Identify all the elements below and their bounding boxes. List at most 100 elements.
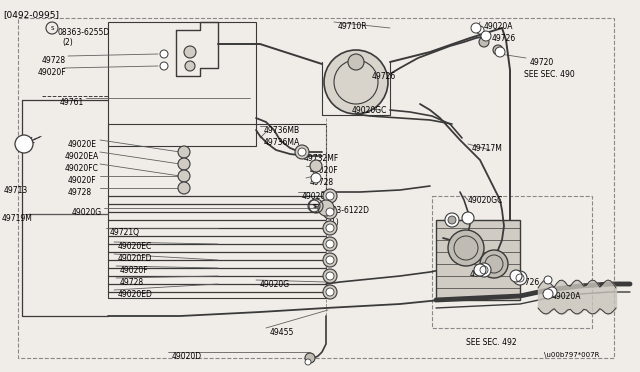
Circle shape (474, 264, 486, 276)
Circle shape (160, 62, 168, 70)
Text: 49020F: 49020F (68, 176, 97, 185)
Text: 49720: 49720 (530, 58, 554, 67)
Circle shape (298, 148, 306, 156)
Circle shape (480, 250, 508, 278)
Circle shape (323, 269, 337, 283)
Text: 49728: 49728 (120, 278, 144, 287)
Text: 49020EA: 49020EA (65, 152, 99, 161)
Text: SEE SEC. 490: SEE SEC. 490 (524, 70, 575, 79)
Circle shape (323, 189, 337, 203)
Circle shape (311, 173, 321, 183)
Text: \u00b797*007R: \u00b797*007R (544, 352, 600, 358)
Circle shape (479, 37, 489, 47)
Circle shape (323, 285, 337, 299)
Circle shape (184, 46, 196, 58)
Circle shape (178, 146, 190, 158)
Circle shape (448, 230, 484, 266)
Circle shape (495, 47, 505, 57)
Text: 49020A: 49020A (552, 292, 582, 301)
Circle shape (160, 50, 168, 58)
Text: 49020F: 49020F (310, 166, 339, 175)
Circle shape (493, 45, 503, 55)
Circle shape (445, 213, 459, 227)
Text: S: S (312, 203, 316, 208)
Circle shape (544, 276, 552, 284)
Text: 49721Q: 49721Q (110, 228, 140, 237)
Text: 49728: 49728 (310, 178, 334, 187)
Circle shape (471, 23, 481, 33)
Text: 08363-6255D: 08363-6255D (57, 28, 109, 37)
Circle shape (462, 212, 474, 224)
Circle shape (326, 208, 334, 216)
Text: [0492-0995]: [0492-0995] (3, 10, 59, 19)
Circle shape (543, 289, 553, 299)
Bar (436, 220, 520, 300)
Text: S: S (51, 26, 54, 31)
Circle shape (326, 256, 334, 264)
Text: 49020EC: 49020EC (118, 242, 152, 251)
Text: 49020FE: 49020FE (302, 192, 335, 201)
Text: 49020D: 49020D (172, 352, 202, 361)
Circle shape (178, 182, 190, 194)
Text: 49726: 49726 (516, 278, 540, 287)
Text: S: S (314, 203, 318, 208)
Circle shape (324, 50, 388, 114)
Text: 49020GC: 49020GC (352, 106, 387, 115)
Text: 49713: 49713 (4, 186, 28, 195)
Bar (108, 22, 256, 146)
Text: 49732MF: 49732MF (304, 154, 339, 163)
Circle shape (348, 54, 364, 70)
Circle shape (448, 216, 456, 224)
Text: 49726: 49726 (492, 34, 516, 43)
Circle shape (477, 263, 491, 277)
Circle shape (326, 192, 334, 200)
Bar (108, 124, 326, 298)
Text: 49020A: 49020A (484, 22, 513, 31)
Circle shape (305, 359, 311, 365)
Circle shape (326, 224, 334, 232)
Text: 49020ED: 49020ED (118, 290, 153, 299)
Text: 08363-6122D: 08363-6122D (318, 206, 370, 215)
Text: 49455: 49455 (270, 328, 294, 337)
Circle shape (326, 288, 334, 296)
Text: 49736MA: 49736MA (264, 138, 300, 147)
Circle shape (513, 271, 527, 285)
Circle shape (185, 61, 195, 71)
Text: 49710R: 49710R (338, 22, 367, 31)
Circle shape (323, 253, 337, 267)
Text: 49020F: 49020F (120, 266, 148, 275)
Circle shape (178, 170, 190, 182)
Circle shape (326, 240, 334, 248)
Text: 49020G: 49020G (72, 208, 102, 217)
Circle shape (178, 158, 190, 170)
Bar (432, 196, 592, 328)
Text: 49020F: 49020F (38, 68, 67, 77)
Text: 49020E: 49020E (68, 140, 97, 149)
Text: 49761: 49761 (60, 98, 84, 107)
Text: 49736MB: 49736MB (264, 126, 300, 135)
Circle shape (323, 221, 337, 235)
Text: 49020FD: 49020FD (118, 254, 152, 263)
Circle shape (476, 26, 484, 34)
Text: 49728: 49728 (42, 56, 66, 65)
Circle shape (481, 31, 491, 41)
Circle shape (15, 135, 33, 153)
Text: (2): (2) (62, 38, 73, 47)
Text: 49717M: 49717M (472, 144, 503, 153)
Circle shape (510, 270, 522, 282)
Text: 49020GC: 49020GC (468, 196, 504, 205)
Text: 49719M: 49719M (2, 214, 33, 223)
Text: (1): (1) (328, 218, 339, 227)
Circle shape (326, 272, 334, 280)
Circle shape (547, 287, 557, 297)
Circle shape (310, 160, 322, 172)
Circle shape (318, 200, 334, 216)
Circle shape (323, 205, 337, 219)
Text: 49728: 49728 (68, 188, 92, 197)
Text: A: A (21, 141, 27, 147)
Text: 49020FC: 49020FC (65, 164, 99, 173)
Text: 49020G: 49020G (260, 280, 290, 289)
Text: 49726: 49726 (470, 270, 494, 279)
Circle shape (323, 237, 337, 251)
Text: SEE SEC. 492: SEE SEC. 492 (466, 338, 516, 347)
